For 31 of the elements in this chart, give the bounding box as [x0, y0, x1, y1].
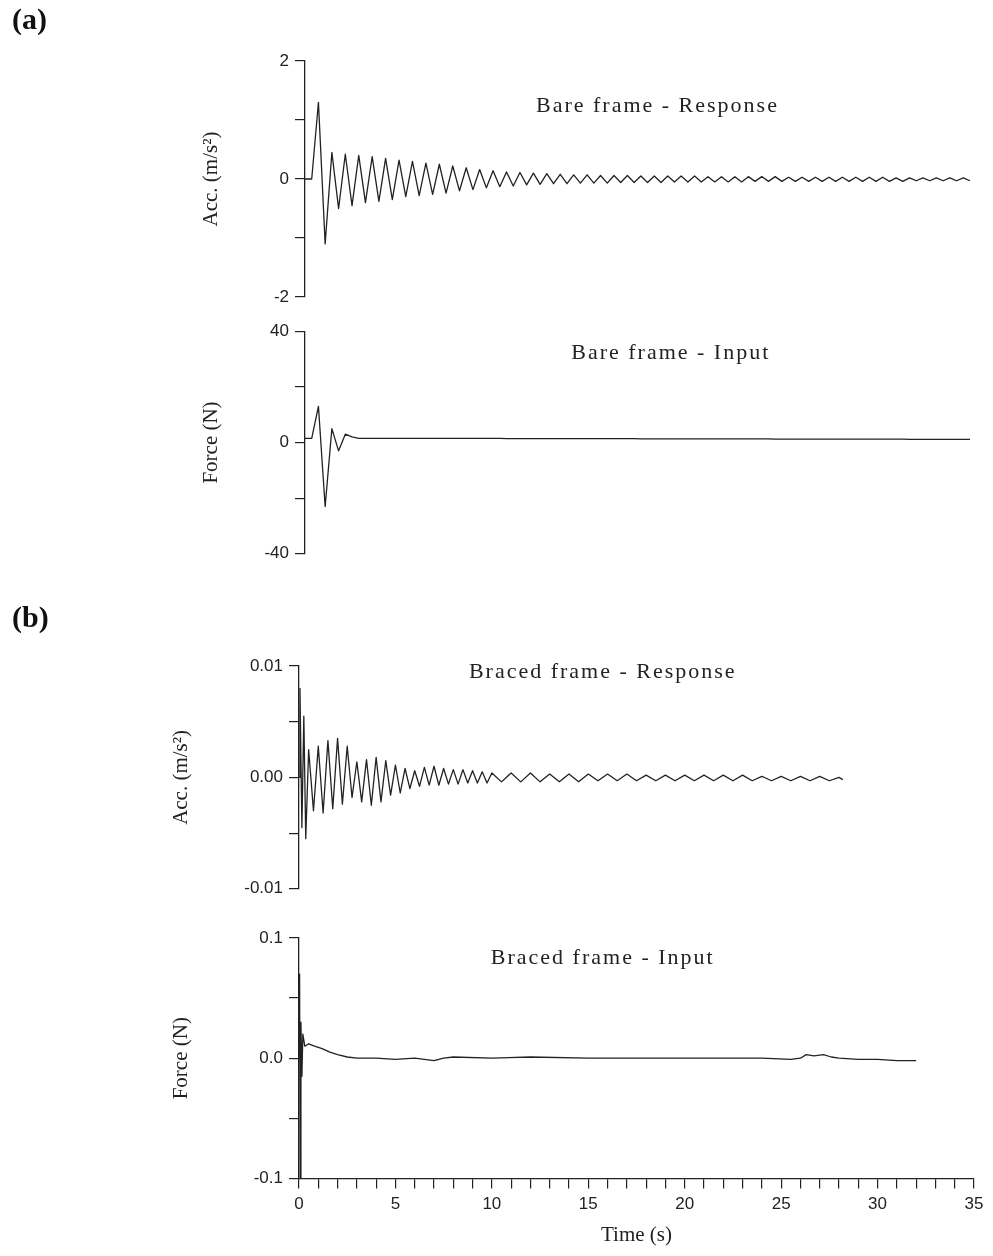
y-tick-label: -40: [264, 543, 289, 563]
chart-title: Braced frame - Response: [468, 657, 737, 683]
text: (a): [12, 2, 47, 36]
chart-title: Braced frame - Input: [490, 943, 715, 969]
y-tick-label: 0.01: [249, 655, 283, 675]
x-tick-label: 30: [868, 1194, 888, 1214]
x-tick-label: 0: [294, 1194, 304, 1214]
y-tick-label: 0.1: [259, 927, 283, 947]
x-tick-label: 10: [482, 1194, 502, 1214]
x-tick-label: 5: [390, 1194, 401, 1214]
y-tick-label: -2: [273, 286, 289, 306]
y-axis-title: Acc. (m/s²): [198, 131, 223, 227]
x-axis-title: Time (s): [601, 1221, 672, 1246]
y-tick-label: 0: [279, 432, 289, 452]
y-tick-label: 40: [270, 320, 289, 340]
text: Bare frame - Response: [535, 91, 779, 117]
text: (b): [12, 600, 49, 634]
y-tick-label: 0.00: [249, 767, 283, 787]
y-tick-label: 2: [279, 50, 289, 70]
y-axis-title: Force (N): [198, 401, 223, 484]
x-tick-label: 20: [675, 1194, 695, 1214]
y-axis-title: Acc. (m/s²): [168, 729, 193, 825]
y-tick-label: 0.0: [259, 1047, 283, 1067]
x-tick-label: 15: [578, 1194, 598, 1214]
y-axis-title: Force (N): [168, 1017, 193, 1100]
x-tick-label: 25: [771, 1194, 791, 1214]
chart-title: Bare frame - Input: [571, 338, 771, 364]
y-tick-label: 0: [279, 168, 289, 188]
y-tick-label: -0.1: [253, 1168, 283, 1188]
y-tick-label: -0.01: [244, 878, 283, 898]
x-tick-label: 35: [964, 1194, 984, 1214]
